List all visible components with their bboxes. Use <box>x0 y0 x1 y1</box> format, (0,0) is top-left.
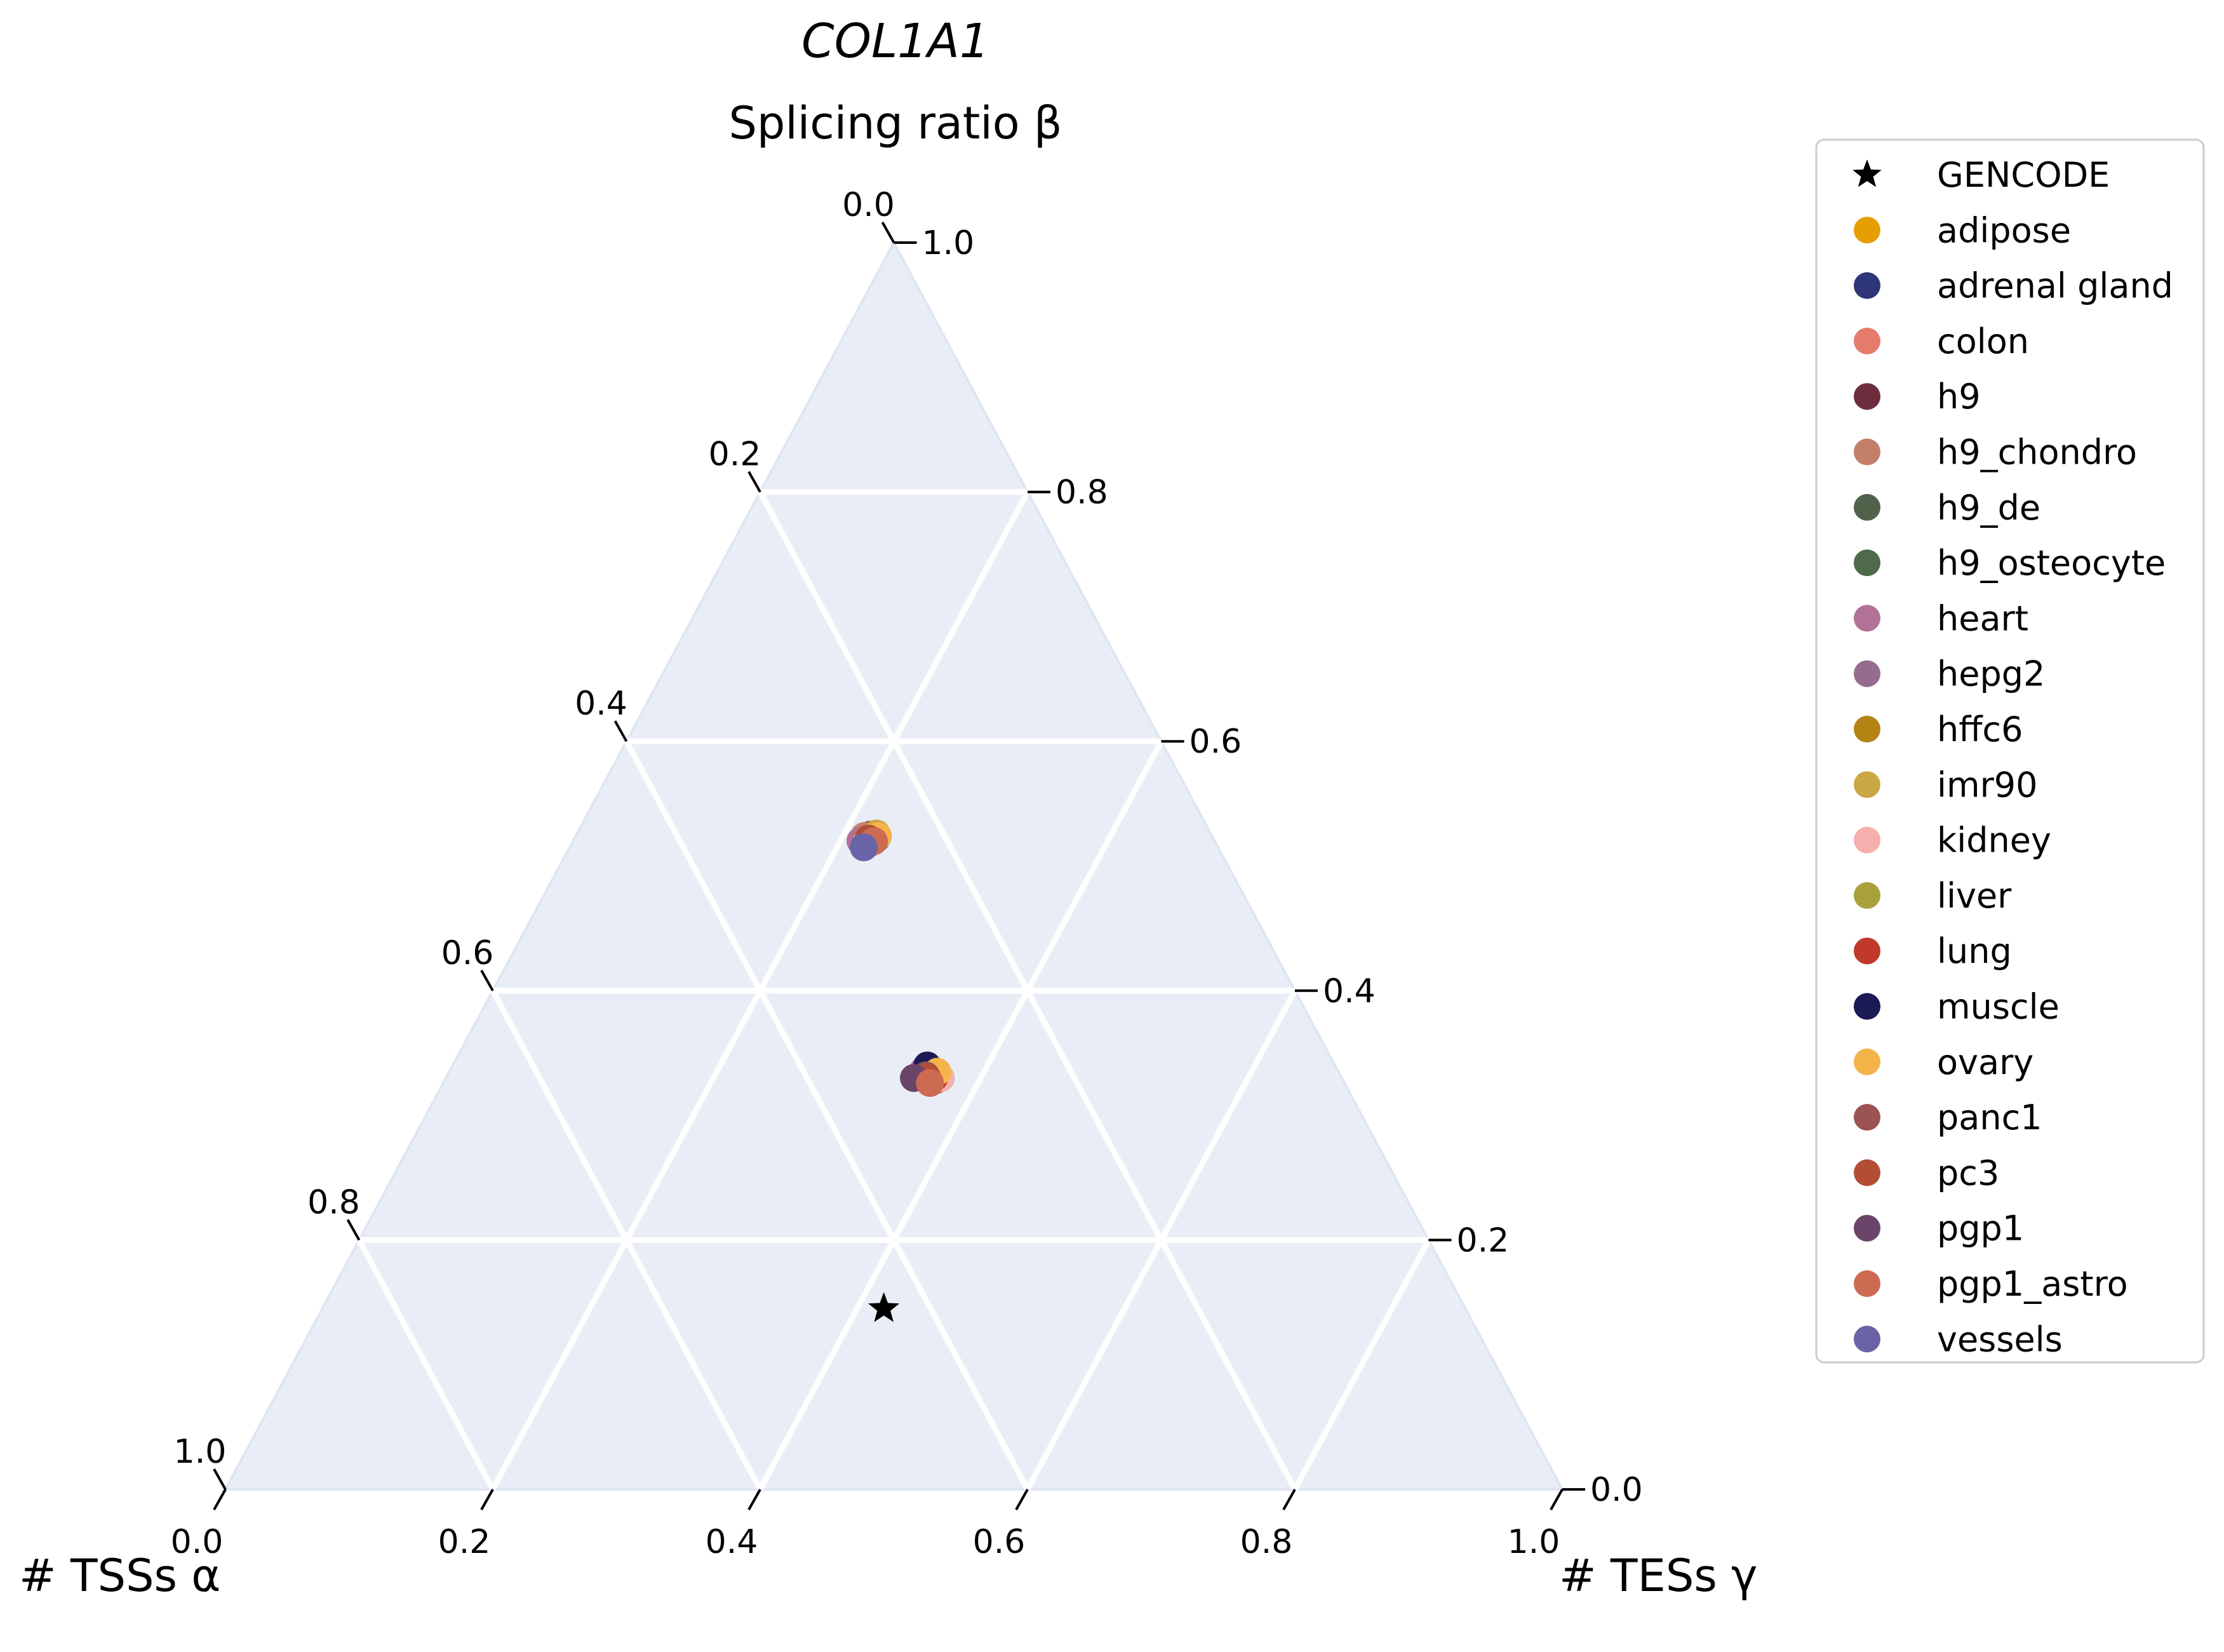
legend-marker <box>1854 1326 1880 1353</box>
legend-marker <box>1854 1214 1880 1242</box>
legend-marker <box>1854 327 1880 354</box>
plot-background <box>223 239 1565 1491</box>
gridline-tes <box>1292 1239 1431 1491</box>
legend-marker <box>1854 660 1880 687</box>
legend-label: vessels <box>1937 1319 2063 1359</box>
bottom-tick-label: 0.4 <box>706 1523 758 1561</box>
axis-ticks: 0.0 0.2 0.4 0.6 0.8 1.0 0.0 0.2 0.4 0.6 0.8 1.0 1.0 0… <box>171 186 1643 1561</box>
legend-marker <box>1852 159 1882 187</box>
legend-label: h9 <box>1937 377 1981 417</box>
left-tick-label: 0.8 <box>307 1183 360 1221</box>
left-tick-label: 0.6 <box>441 934 494 972</box>
legend-marker <box>1854 826 1880 854</box>
right-tick-label: 0.4 <box>1323 972 1376 1011</box>
legend-label: ovary <box>1937 1042 2033 1082</box>
right-tick-label: 0.8 <box>1055 474 1108 512</box>
legend-marker <box>1854 1270 1880 1297</box>
legend-marker <box>1854 383 1880 410</box>
legend-label: panc1 <box>1937 1098 2042 1138</box>
left-tick <box>480 969 494 991</box>
legend: GENCODE adipose adrenal gland colon h9 h9_cho… <box>1815 138 2205 1364</box>
legend-marker <box>1854 882 1880 909</box>
gridline-tss <box>356 1239 495 1491</box>
legend-label: adipose <box>1937 210 2071 250</box>
legend-box <box>1815 138 2205 1364</box>
legend-label: lung <box>1937 931 2012 971</box>
legend-marker <box>1854 771 1880 798</box>
left-corner-tick-label: 1.0 <box>174 1433 227 1471</box>
gridlines <box>356 489 1431 1491</box>
axis-labels: COL1A1 Splicing ratio β # TSSs α # TESs … <box>19 14 1757 1602</box>
legend-label: h9_de <box>1937 488 2040 528</box>
gridline-tes <box>1025 989 1297 1491</box>
legend-label: h9_osteocyte <box>1937 543 2166 583</box>
legend-label: kidney <box>1937 821 2051 861</box>
bottom-tick <box>1282 1489 1296 1510</box>
legend-label: hffc6 <box>1937 709 2023 749</box>
legend-marker <box>1854 937 1880 965</box>
left-tick <box>213 1468 227 1490</box>
gridline-tss <box>490 989 763 1491</box>
gridline-tss <box>624 740 1030 1491</box>
bottom-tick <box>1550 1489 1564 1510</box>
chart-title: COL1A1 <box>801 14 989 69</box>
legend-marker <box>1854 716 1880 742</box>
left-tick-label: 1.0 <box>174 1433 227 1471</box>
legend-label: pgp1 <box>1937 1209 2024 1249</box>
right-tick-label: 0.0 <box>1590 1471 1643 1509</box>
bottom-tick-label: 0.6 <box>973 1523 1026 1561</box>
legend-label: liver <box>1937 876 2012 916</box>
legend-marker <box>1854 549 1880 577</box>
left-axis-title: # TSSs α <box>19 1550 220 1602</box>
left-tick <box>747 471 761 493</box>
left-tick <box>881 222 895 243</box>
legend-marker <box>1854 1048 1880 1075</box>
right-tick-label: 0.6 <box>1189 723 1242 761</box>
legend-label: adrenal gland <box>1937 266 2173 306</box>
legend-label: hepg2 <box>1937 654 2045 694</box>
legend-label: heart <box>1937 598 2028 638</box>
bottom-tick <box>1015 1489 1029 1510</box>
legend-label: h9_chondro <box>1937 433 2137 473</box>
right-tick-label: 1.0 <box>922 224 975 262</box>
bottom-tick <box>480 1489 494 1510</box>
point-pgp1-astro <box>916 1069 944 1098</box>
bottom-tick-label: 1.0 <box>1508 1523 1560 1561</box>
right-tick-label: 0.2 <box>1457 1221 1510 1259</box>
legend-marker <box>1854 217 1880 244</box>
legend-marker <box>1854 272 1880 299</box>
legend-marker <box>1854 438 1880 466</box>
legend-label: GENCODE <box>1937 155 2110 195</box>
bottom-tick-label: 0.0 <box>171 1523 224 1561</box>
point-vessels <box>850 833 878 862</box>
legend-label: pgp1_astro <box>1937 1264 2128 1304</box>
legend-label: colon <box>1937 321 2029 361</box>
right-axis-title: # TESs γ <box>1559 1550 1757 1602</box>
bottom-tick-label: 0.2 <box>438 1523 491 1561</box>
legend-label: muscle <box>1937 987 2060 1027</box>
legend-marker <box>1854 1104 1880 1131</box>
left-tick <box>346 1219 361 1241</box>
left-tick-label: 0.2 <box>709 436 761 474</box>
legend-marker <box>1854 993 1880 1020</box>
gridline-tes <box>758 740 1164 1491</box>
legend-marker <box>1854 494 1880 521</box>
point-gencode <box>868 1292 900 1322</box>
top-axis-title: Splicing ratio β <box>728 97 1062 149</box>
legend-label: pc3 <box>1937 1153 1999 1193</box>
legend-label: imr90 <box>1937 765 2038 805</box>
left-tick-label: 0.0 <box>842 186 895 224</box>
left-tick <box>613 720 628 742</box>
data-points <box>846 819 955 1322</box>
triangle-background <box>223 239 1565 1491</box>
left-tick-label: 0.4 <box>575 685 627 723</box>
legend-marker <box>1854 605 1880 632</box>
bottom-tick <box>213 1489 227 1510</box>
bottom-tick <box>747 1489 761 1510</box>
legend-marker <box>1854 1159 1880 1186</box>
bottom-tick-label: 0.8 <box>1240 1523 1293 1561</box>
